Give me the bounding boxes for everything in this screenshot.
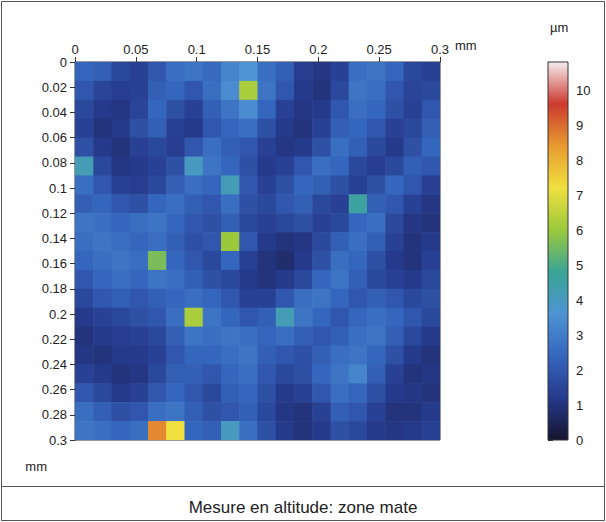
svg-text:0.14: 0.14 xyxy=(42,231,67,246)
svg-text:1: 1 xyxy=(576,398,583,413)
svg-text:0.2: 0.2 xyxy=(309,42,327,57)
svg-text:3: 3 xyxy=(576,328,583,343)
svg-text:0.08: 0.08 xyxy=(42,155,67,170)
svg-text:0.22: 0.22 xyxy=(42,332,67,347)
svg-text:0.26: 0.26 xyxy=(42,382,67,397)
svg-text:0.24: 0.24 xyxy=(42,357,67,372)
svg-text:8: 8 xyxy=(576,153,583,168)
svg-text:5: 5 xyxy=(576,258,583,273)
svg-text:mm: mm xyxy=(25,459,47,474)
svg-text:0.02: 0.02 xyxy=(42,80,67,95)
svg-text:0: 0 xyxy=(60,55,67,70)
svg-text:0.3: 0.3 xyxy=(49,433,67,448)
svg-text:9: 9 xyxy=(576,118,583,133)
svg-text:0: 0 xyxy=(576,433,583,448)
svg-text:0.18: 0.18 xyxy=(42,281,67,296)
svg-text:0.1: 0.1 xyxy=(49,181,67,196)
svg-text:10: 10 xyxy=(576,83,590,98)
svg-text:0.15: 0.15 xyxy=(245,42,270,57)
svg-text:0.3: 0.3 xyxy=(431,42,449,57)
svg-text:0.2: 0.2 xyxy=(49,307,67,322)
svg-text:0.04: 0.04 xyxy=(42,105,67,120)
svg-text:7: 7 xyxy=(576,188,583,203)
svg-text:µm: µm xyxy=(550,20,568,35)
svg-text:0.16: 0.16 xyxy=(42,256,67,271)
svg-text:0.1: 0.1 xyxy=(188,42,206,57)
svg-text:0.28: 0.28 xyxy=(42,407,67,422)
svg-text:6: 6 xyxy=(576,223,583,238)
svg-text:0.06: 0.06 xyxy=(42,130,67,145)
svg-text:0.25: 0.25 xyxy=(367,42,392,57)
svg-text:2: 2 xyxy=(576,363,583,378)
svg-text:4: 4 xyxy=(576,293,583,308)
svg-text:0: 0 xyxy=(71,42,78,57)
svg-text:mm: mm xyxy=(455,38,477,53)
svg-text:0.05: 0.05 xyxy=(123,42,148,57)
svg-text:0.12: 0.12 xyxy=(42,206,67,221)
svg-text:Mesure en altitude: zone mate: Mesure en altitude: zone mate xyxy=(189,498,418,517)
